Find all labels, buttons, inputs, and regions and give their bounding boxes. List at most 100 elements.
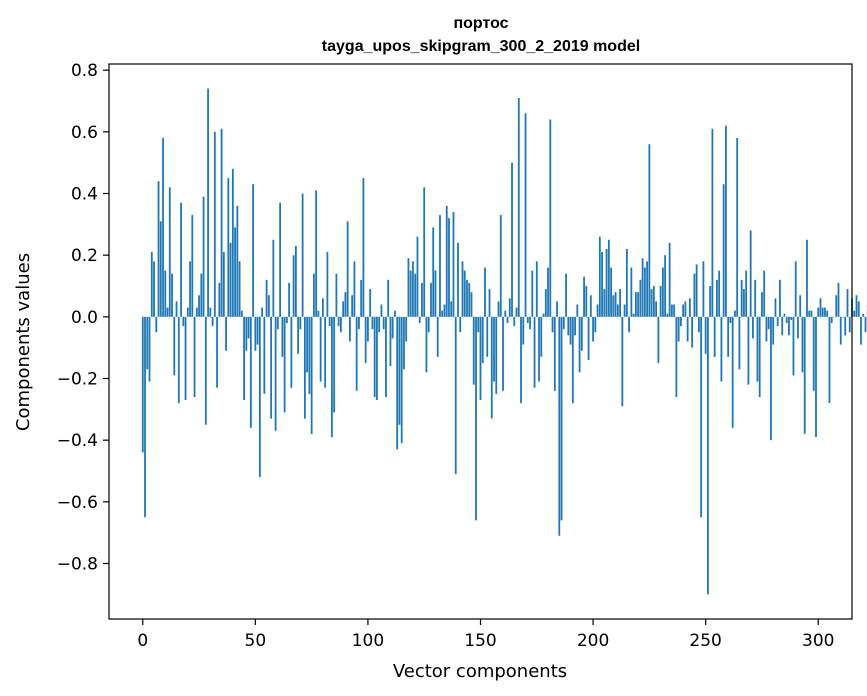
bar: [481, 316, 484, 364]
bar: [698, 316, 700, 333]
bar: [567, 316, 570, 336]
bar: [245, 316, 248, 351]
y-tick-label: −0.6: [57, 493, 98, 513]
bar: [299, 316, 302, 330]
bar: [146, 316, 149, 370]
bar: [225, 316, 227, 351]
bar: [495, 316, 498, 394]
bar: [414, 273, 417, 317]
bar: [625, 249, 628, 317]
bar: [342, 301, 345, 317]
bar: [619, 289, 621, 317]
bar: [736, 138, 739, 317]
bar: [722, 184, 725, 317]
bar: [337, 316, 340, 327]
bar: [256, 316, 259, 345]
y-tick-label: 0.6: [71, 123, 98, 143]
bar: [432, 227, 435, 317]
bar: [842, 316, 844, 318]
bar: [652, 286, 655, 317]
x-tick-label: 50: [245, 631, 267, 651]
bar: [227, 178, 230, 317]
bar: [376, 316, 378, 401]
bar: [785, 316, 788, 323]
bar: [502, 316, 504, 391]
bar: [828, 316, 831, 404]
bar: [240, 310, 243, 317]
y-axis-ticks: −0.8 −0.6 −0.4 −0.2 0.0 0.2 0.4 0.6 0.8: [57, 61, 109, 575]
bar: [761, 292, 763, 317]
y-tick-label: −0.8: [57, 555, 98, 575]
bar: [734, 310, 736, 317]
bar: [677, 316, 680, 342]
bar: [220, 128, 223, 317]
bar: [261, 307, 263, 317]
bar: [209, 307, 212, 317]
bar: [301, 193, 304, 317]
bar: [540, 316, 543, 357]
bar: [216, 316, 218, 388]
bar: [448, 218, 450, 317]
bar: [207, 88, 209, 317]
bar: [779, 279, 781, 317]
bar: [857, 301, 860, 317]
bar: [407, 258, 410, 317]
bar: [333, 316, 336, 413]
bar: [801, 316, 804, 373]
bar: [148, 316, 151, 382]
bar: [686, 316, 689, 342]
bar: [292, 255, 295, 317]
bar: [423, 187, 426, 317]
bar: [513, 316, 516, 327]
x-tick-label: 100: [352, 631, 384, 651]
bar: [177, 316, 180, 404]
bar: [265, 279, 268, 317]
bar: [258, 316, 261, 478]
bar: [168, 187, 171, 317]
bar: [249, 316, 252, 428]
bar: [493, 316, 495, 382]
bar: [641, 258, 644, 317]
bar: [612, 295, 615, 317]
bar: [400, 316, 403, 444]
bar: [817, 307, 820, 317]
bar: [860, 316, 862, 345]
bar: [403, 316, 405, 370]
bar: [353, 261, 356, 317]
bar: [781, 316, 784, 336]
bar: [607, 239, 610, 317]
bar: [171, 273, 173, 317]
bar: [238, 261, 241, 317]
bar: [720, 316, 723, 382]
bar: [655, 301, 658, 317]
bar: [157, 181, 160, 317]
bar: [297, 316, 300, 354]
bar: [738, 316, 741, 370]
bar: [792, 316, 795, 376]
bar: [294, 245, 297, 317]
bar: [468, 282, 471, 317]
bar: [862, 313, 865, 317]
bar: [592, 316, 594, 342]
bar: [747, 316, 750, 385]
bar: [576, 304, 579, 317]
bar: [646, 261, 649, 317]
bar: [605, 249, 608, 317]
bar: [421, 282, 423, 317]
bar: [643, 267, 646, 317]
bar: [484, 267, 486, 317]
bar: [229, 242, 232, 317]
bar: [549, 119, 552, 317]
bar: [470, 292, 473, 317]
bar: [551, 316, 554, 333]
bar: [285, 316, 288, 323]
bar: [529, 316, 531, 330]
bar: [290, 316, 293, 388]
bar: [351, 295, 354, 317]
bar: [803, 316, 806, 434]
bar: [425, 316, 428, 373]
bar: [222, 252, 225, 317]
bar: [707, 316, 709, 595]
bar: [164, 270, 167, 317]
bar: [349, 316, 351, 342]
